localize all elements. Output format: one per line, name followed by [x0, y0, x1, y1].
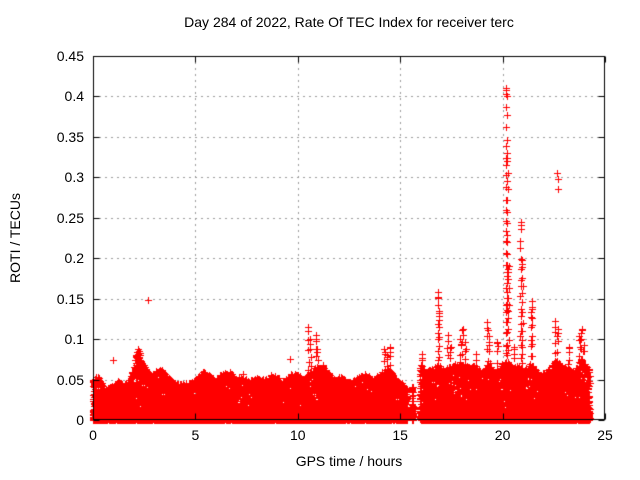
- x-tick-label-4: 20: [494, 427, 511, 443]
- x-tick-label-0: 0: [89, 427, 97, 443]
- y-tick-label-8: 0.4: [64, 88, 84, 105]
- y-tick-label-1: 0.05: [56, 371, 84, 388]
- y-tick-label-7: 0.35: [56, 128, 84, 145]
- y-tick-label-6: 0.3: [64, 169, 84, 186]
- y-tick-label-5: 0.25: [56, 209, 84, 226]
- chart-title: Day 284 of 2022, Rate Of TEC Index for r…: [184, 14, 514, 30]
- x-tick-label-2: 10: [290, 427, 306, 443]
- y-axis-label: ROTI / TECUs: [7, 193, 23, 283]
- y-tick-label-3: 0.15: [56, 290, 84, 307]
- x-tick-label-5: 25: [597, 427, 613, 443]
- y-tick-label-9: 0.45: [56, 48, 84, 64]
- x-tick-label-3: 15: [392, 427, 408, 443]
- x-axis-label: GPS time / hours: [295, 453, 403, 469]
- y-tick-label-0: 0: [76, 412, 84, 428]
- x-tick-label-1: 5: [191, 427, 200, 443]
- y-tick-label-4: 0.2: [64, 250, 84, 267]
- y-tick-label-2: 0.1: [64, 331, 84, 348]
